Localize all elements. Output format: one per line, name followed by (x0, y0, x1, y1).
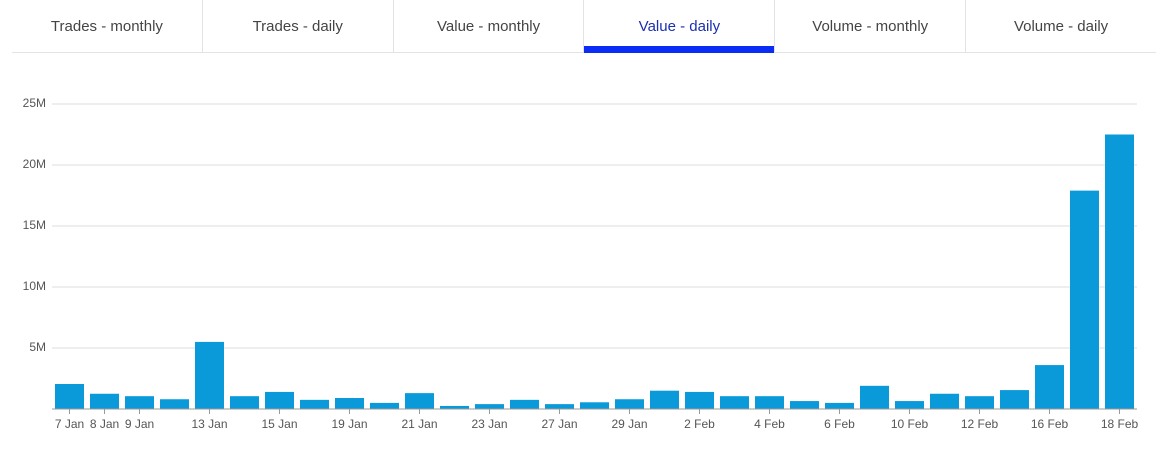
bar (335, 398, 364, 409)
bar (230, 396, 259, 409)
bar (265, 391, 294, 409)
bar (510, 399, 539, 409)
bar (55, 383, 84, 409)
bar (300, 399, 329, 409)
bar (755, 396, 784, 409)
tab-bar: Trades - monthly Trades - daily Value - mo… (12, 0, 1156, 53)
x-tick-label: 12 Feb (961, 417, 999, 431)
x-tick-label: 19 Jan (331, 417, 367, 431)
x-tick-label: 6 Feb (824, 417, 855, 431)
bar (125, 396, 154, 409)
bar (615, 399, 644, 409)
x-tick-label: 15 Jan (261, 417, 297, 431)
tab[interactable]: Volume - monthly (774, 0, 965, 52)
bar (895, 401, 924, 409)
x-tick-label: 9 Jan (125, 417, 154, 431)
tab[interactable]: Volume - daily (965, 0, 1156, 52)
y-tick-label: 10M (23, 279, 46, 293)
bar (860, 385, 889, 409)
y-tick-label: 25M (23, 96, 46, 110)
tab[interactable]: Trades - daily (201, 0, 393, 52)
bar (930, 393, 959, 409)
bar (90, 393, 119, 409)
y-tick-label: 20M (23, 157, 46, 171)
bar (475, 404, 504, 409)
x-tick-label: 10 Feb (891, 417, 929, 431)
x-tick-label: 8 Jan (90, 417, 119, 431)
bar (965, 396, 994, 409)
bar (405, 393, 434, 409)
x-tick-label: 7 Jan (55, 417, 84, 431)
x-tick-label: 21 Jan (401, 417, 437, 431)
x-tick-label: 2 Feb (684, 417, 715, 431)
x-tick-label: 23 Jan (471, 417, 507, 431)
x-tick-label: 16 Feb (1031, 417, 1069, 431)
bar (825, 402, 854, 409)
bar (370, 402, 399, 409)
bar (1105, 134, 1134, 409)
bar (1035, 365, 1064, 409)
bar (160, 399, 189, 409)
x-tick-label: 13 Jan (191, 417, 227, 431)
bar (440, 405, 469, 409)
y-tick-label: 15M (23, 218, 46, 232)
bar (1000, 390, 1029, 409)
x-tick-label: 27 Jan (541, 417, 577, 431)
x-tick-label: 4 Feb (754, 417, 785, 431)
bar (545, 404, 574, 409)
bar (650, 390, 679, 409)
bar (720, 396, 749, 409)
bar (1070, 190, 1099, 409)
bar (195, 341, 224, 409)
x-tick-label: 18 Feb (1101, 417, 1139, 431)
tab[interactable]: Value - monthly (392, 0, 584, 52)
y-tick-label: 5M (29, 340, 46, 354)
x-tick-label: 29 Jan (611, 417, 647, 431)
tab[interactable]: Value - daily (583, 0, 775, 53)
bar (580, 402, 609, 409)
tab[interactable]: Trades - monthly (50, 17, 163, 35)
bar (685, 391, 714, 409)
bar (790, 401, 819, 409)
